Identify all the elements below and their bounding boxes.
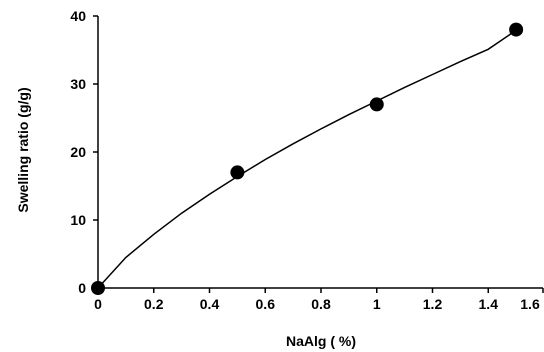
data-point xyxy=(509,22,524,37)
x-tick-label: 0.8 xyxy=(311,296,331,312)
data-points xyxy=(91,22,524,295)
fit-curve xyxy=(97,29,517,289)
x-tick-label: 1.6 xyxy=(520,296,540,312)
data-point xyxy=(369,97,384,112)
y-tick-label: 30 xyxy=(70,76,86,92)
y-tick-label: 10 xyxy=(70,212,86,228)
data-point xyxy=(230,165,245,180)
x-tick-label: 1.4 xyxy=(479,296,499,312)
axes xyxy=(97,16,543,289)
y-tick-label: 40 xyxy=(70,8,86,24)
y-tick-label: 20 xyxy=(70,144,86,160)
x-tick-label: 0.4 xyxy=(200,296,220,312)
x-tick-label: 0.2 xyxy=(144,296,164,312)
x-tick-label: 0.6 xyxy=(256,296,276,312)
x-axis-ticks: 0 0.2 0.4 0.6 0.8 1 1.2 1.4 1.6 xyxy=(94,288,544,312)
y-tick-label: 0 xyxy=(78,280,86,296)
x-tick-label: 0 xyxy=(94,296,102,312)
data-point xyxy=(91,281,105,295)
y-axis-ticks: 0 10 20 30 40 xyxy=(70,8,98,296)
fit-curve-group xyxy=(97,29,517,289)
x-axis-title: NaAlg ( %) xyxy=(286,333,356,349)
x-tick-label: 1 xyxy=(373,296,381,312)
x-tick-label: 1.2 xyxy=(423,296,443,312)
y-axis-title: Swelling ratio (g/g) xyxy=(15,87,31,212)
